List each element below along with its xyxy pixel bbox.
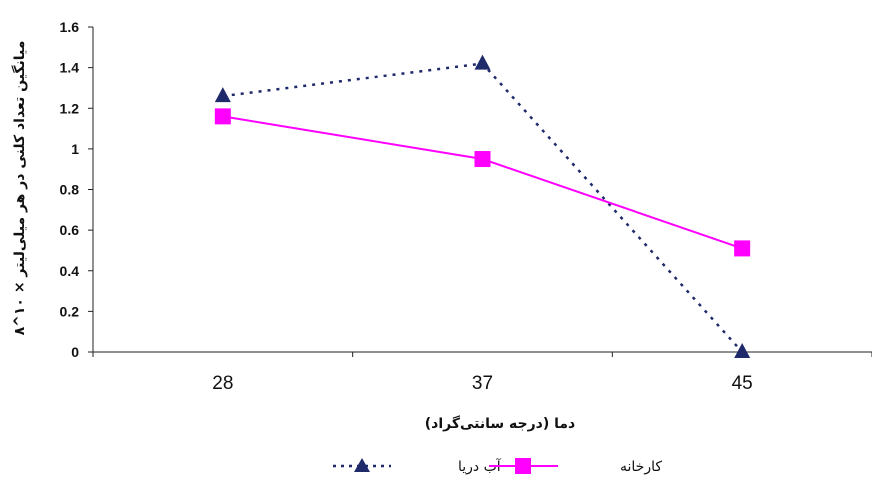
y-tick-label: 0.6	[60, 222, 80, 238]
y-axis-title: میانگین تعداد کلنی در هر میلی‌لیتر × ۱۰^…	[11, 41, 28, 336]
y-tick-label: 0.2	[60, 303, 80, 319]
chart-axes	[88, 26, 872, 357]
legend-marker-square-icon	[515, 458, 531, 474]
x-tick-label: 28	[212, 373, 233, 394]
legend-item-series-1: کارخانه	[489, 458, 662, 475]
legend-item-series-0: آب دریا	[333, 458, 502, 475]
y-tick-label: 1	[71, 141, 79, 157]
series-line-0	[222, 62, 744, 353]
series-line-1	[222, 115, 743, 250]
y-tick-label: 0	[71, 344, 79, 360]
y-tick-label: 0.8	[60, 182, 80, 198]
legend-label-series-1: کارخانه	[620, 459, 662, 475]
y-tick-label: 1.2	[60, 100, 80, 116]
x-tick-label: 37	[472, 373, 493, 394]
x-tick-labels: 28 37 45	[212, 373, 752, 394]
x-axis-title: دما (درجه سانتی‌گراد)	[425, 415, 575, 432]
x-tick-label: 45	[732, 373, 753, 394]
data-point-square-series-1	[734, 240, 751, 257]
data-point-triangle-series-0	[214, 87, 231, 103]
data-point-square-series-1	[474, 151, 491, 168]
data-point-square-series-1	[214, 108, 231, 125]
y-tick-label: 0.4	[60, 263, 80, 279]
y-tick-label: 1.6	[60, 19, 80, 35]
series-layer	[214, 54, 751, 358]
y-tick-label: 1.4	[60, 60, 80, 76]
y-tick-labels: 0 0.2 0.4 0.6 0.8 1 1.2 1.4 1.6	[60, 19, 80, 360]
legend-marker-triangle-icon	[354, 458, 370, 472]
data-point-triangle-series-0	[474, 54, 491, 70]
data-point-triangle-series-0	[734, 343, 751, 358]
legend-label-series-0: آب دریا	[458, 458, 502, 475]
legend: آب دریا کارخانه	[333, 458, 662, 475]
